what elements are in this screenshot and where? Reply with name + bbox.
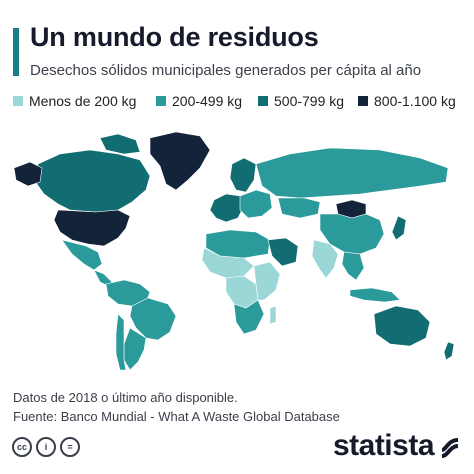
region-kazakhstan bbox=[277, 197, 321, 219]
region-north-africa bbox=[205, 229, 271, 259]
region-chile bbox=[115, 313, 127, 371]
legend: Menos de 200 kg 200-499 kg 500-799 kg 80… bbox=[13, 93, 463, 111]
region-canada-islands bbox=[99, 133, 141, 155]
region-brazil bbox=[129, 297, 177, 341]
legend-item-1: Menos de 200 kg bbox=[13, 93, 136, 109]
region-madagascar bbox=[269, 305, 277, 325]
region-greenland bbox=[149, 131, 211, 191]
region-scandinavia bbox=[229, 157, 257, 193]
notes: Datos de 2018 o último año disponible. F… bbox=[13, 388, 340, 426]
world-map bbox=[13, 131, 455, 371]
region-east-africa bbox=[253, 261, 281, 301]
legend-label-2: 200-499 kg bbox=[172, 93, 243, 109]
creative-commons-icon[interactable]: cc bbox=[12, 437, 32, 457]
region-canada bbox=[33, 149, 151, 213]
region-russia bbox=[255, 147, 449, 199]
region-india bbox=[311, 239, 339, 279]
region-southeast-asia bbox=[341, 251, 365, 281]
legend-swatch-2 bbox=[156, 96, 166, 106]
legend-label-3: 500-799 kg bbox=[274, 93, 345, 109]
region-new-zealand bbox=[443, 341, 455, 361]
legend-item-4: 800-1.100 kg bbox=[358, 93, 456, 109]
region-eastern-europe bbox=[239, 189, 273, 219]
region-southern-africa bbox=[233, 299, 265, 335]
region-australia bbox=[373, 305, 431, 347]
page-title: Un mundo de residuos bbox=[30, 22, 319, 52]
legend-swatch-1 bbox=[13, 96, 23, 106]
legend-item-3: 500-799 kg bbox=[258, 93, 344, 109]
attribution-icon[interactable]: i bbox=[36, 437, 56, 457]
region-japan bbox=[391, 215, 407, 241]
region-western-europe bbox=[209, 193, 245, 223]
region-arabia bbox=[267, 237, 299, 267]
statista-logo[interactable]: statista bbox=[332, 429, 435, 462]
accent-bar bbox=[13, 28, 19, 76]
license-icons: cc i = bbox=[12, 437, 80, 457]
legend-label-1: Menos de 200 kg bbox=[29, 93, 137, 109]
note-data-year: Datos de 2018 o último año disponible. bbox=[13, 390, 238, 405]
region-indonesia bbox=[349, 287, 401, 303]
region-alaska bbox=[13, 161, 43, 187]
note-source: Fuente: Banco Mundial - What A Waste Glo… bbox=[13, 409, 340, 424]
legend-swatch-4 bbox=[358, 96, 368, 106]
region-mexico bbox=[61, 239, 103, 271]
region-china bbox=[319, 213, 385, 255]
legend-label-4: 800-1.100 kg bbox=[374, 93, 456, 109]
legend-swatch-3 bbox=[258, 96, 268, 106]
statista-mark-icon bbox=[441, 438, 459, 458]
legend-item-2: 200-499 kg bbox=[156, 93, 242, 109]
page-subtitle: Desechos sólidos municipales generados p… bbox=[30, 62, 422, 79]
no-derivatives-icon[interactable]: = bbox=[60, 437, 80, 457]
region-usa bbox=[53, 209, 131, 247]
